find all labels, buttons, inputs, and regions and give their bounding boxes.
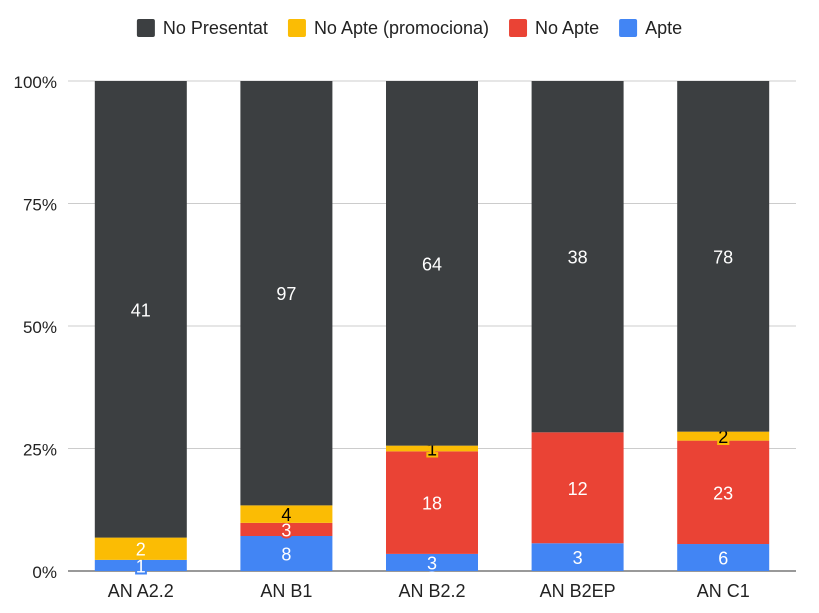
bar-segment-no-presentat [240, 81, 333, 506]
legend-swatch [619, 19, 638, 37]
data-label: 8 [281, 545, 291, 565]
data-label: 3 [573, 548, 583, 568]
legend-item: No Presentat [136, 18, 268, 38]
bar-segment-no-apte-promociona [386, 445, 478, 452]
bar-segment-no-presentat [94, 81, 187, 538]
data-label: 18 [422, 494, 442, 514]
legend-item: No Apte (promociona) [287, 18, 489, 38]
legend-label: No Presentat [163, 18, 268, 38]
bar-segment-no-presentat [677, 81, 770, 432]
legend-label: No Apte (promociona) [314, 18, 489, 38]
data-label: 23 [713, 483, 733, 503]
y-tick-label: 50% [23, 318, 57, 337]
data-label: 3 [427, 553, 437, 573]
legend: No Presentat No Apte (promociona) No Apte A… [136, 18, 682, 38]
bar-segment-no-apte [677, 440, 770, 545]
data-label: 64 [422, 254, 442, 274]
data-label: 12 [568, 479, 588, 499]
y-axis-ticks: 0% 25% 50% 75% 100% [14, 73, 57, 582]
x-tick-label: AN C1 [697, 581, 750, 601]
bar-stack: 3 12 38 [531, 81, 624, 571]
data-label: 97 [276, 284, 296, 304]
bar-segment-no-apte-promociona [677, 431, 770, 441]
bar-segment-no-apte [386, 451, 478, 554]
legend-label: No Apte [535, 18, 599, 38]
data-label: 2 [136, 540, 146, 560]
x-tick-label: AN B2EP [540, 581, 616, 601]
bar-segment-apte [94, 559, 187, 571]
bar-segment-apte [386, 553, 478, 571]
bar-segment-apte [240, 536, 333, 571]
x-tick-label: AN B1 [260, 581, 312, 601]
data-label: 6 [718, 549, 728, 569]
y-tick-label: 100% [14, 73, 57, 92]
x-tick-label: AN A2.2 [108, 581, 174, 601]
data-label: 4 [281, 505, 291, 525]
bar-stack: 12 41 [94, 81, 187, 578]
bar-segment-apte [531, 543, 624, 571]
bar-segment-no-apte [240, 522, 333, 536]
bar-segment-no-apte-promociona [240, 505, 333, 523]
data-label: 38 [568, 248, 588, 268]
legend-swatch [136, 19, 155, 37]
legend-item: Apte [619, 18, 682, 38]
legend-swatch [287, 19, 306, 37]
bar-segment-no-apte-promociona [94, 537, 187, 560]
data-label: 3 [281, 520, 291, 540]
legend-label: Apte [645, 18, 682, 38]
data-label: 41 [131, 300, 151, 320]
legend-swatch [509, 19, 528, 37]
bar-stack: 8 34 97 [240, 81, 333, 571]
y-tick-label: 25% [23, 441, 57, 460]
y-tick-label: 0% [32, 563, 57, 582]
legend-item: No Apte [509, 18, 599, 38]
data-label: 78 [713, 247, 733, 267]
y-tick-label: 75% [23, 196, 57, 215]
bar-segment-no-presentat [386, 81, 478, 446]
bar-segment-apte [677, 544, 770, 571]
x-axis-ticks: AN A2.2 AN B1 AN B2.2 AN B2EP AN C1 [108, 581, 750, 601]
data-label: 1 [136, 556, 146, 576]
x-tick-label: AN B2.2 [398, 581, 465, 601]
bar-segment-no-apte [531, 432, 624, 544]
bar-segment-no-presentat [531, 81, 624, 433]
